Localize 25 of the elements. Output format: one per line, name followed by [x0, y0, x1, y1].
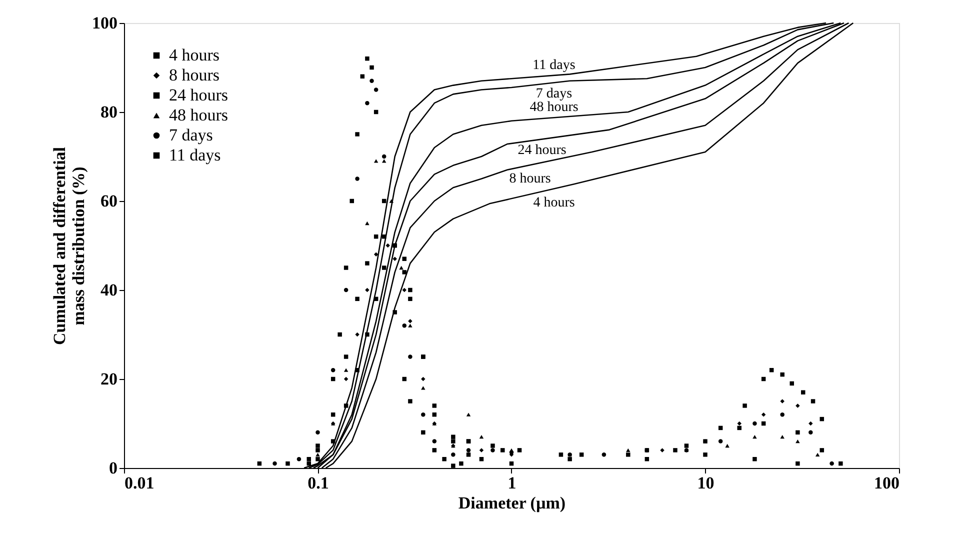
legend-label: 48 hours — [169, 106, 228, 124]
series-label: 7 days — [536, 86, 572, 102]
y-tick-label: 100 — [92, 14, 118, 32]
y-axis-title: Cumulated and differential mass distribution (%) — [50, 146, 88, 346]
y-tick-label: 20 — [100, 370, 118, 388]
x-tick-label: 0.01 — [124, 474, 154, 492]
series-label: 48 hours — [530, 100, 578, 116]
legend-label: 7 days — [169, 126, 213, 144]
y-tick-label: 40 — [100, 280, 118, 300]
x-tick-label: 100 — [874, 474, 900, 492]
x-tick-label: 0.1 — [308, 474, 329, 492]
y-tick-label: 60 — [100, 192, 118, 210]
series-label: 11 days — [532, 58, 576, 73]
x-axis-title: Diameter (µm) — [458, 494, 566, 512]
series-label: 8 hours — [509, 172, 551, 187]
legend-label: 8 hours — [169, 66, 220, 84]
x-tick-label: 1 — [508, 474, 516, 492]
legend-label: 11 days — [169, 146, 221, 164]
x-tick-label: 10 — [697, 474, 714, 492]
y-tick-label: 0 — [109, 458, 118, 478]
legend-label: 4 hours — [169, 46, 220, 64]
legend-label: 24 hours — [169, 86, 228, 104]
series-label: 4 hours — [533, 195, 575, 210]
series-label: 24 hours — [518, 142, 566, 158]
y-tick-label: 80 — [100, 102, 118, 122]
